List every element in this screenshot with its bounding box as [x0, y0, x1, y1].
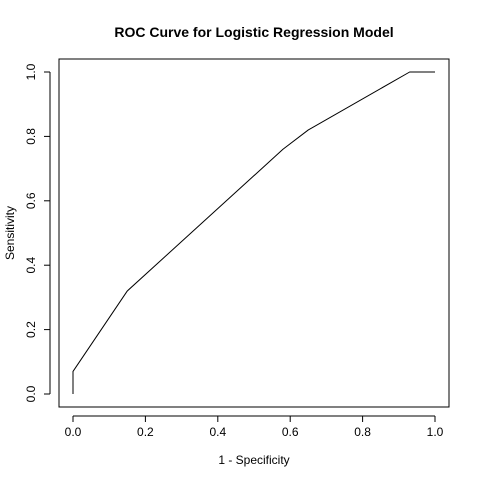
y-axis: 0.0 0.2 0.4 0.6 0.8 1.0	[24, 63, 51, 402]
y-tick-label: 0.0	[24, 385, 38, 402]
y-tick-label: 1.0	[24, 63, 38, 80]
y-tick-label: 0.4	[24, 257, 38, 274]
x-axis: 0.0 0.2 0.4 0.6 0.8 1.0	[65, 415, 444, 439]
plot-frame	[58, 58, 450, 408]
x-tick-label: 0.8	[354, 425, 371, 439]
x-axis-label: 1 - Specificity	[218, 453, 289, 467]
chart-title: ROC Curve for Logistic Regression Model	[114, 24, 393, 40]
x-tick-label: 0.6	[282, 425, 299, 439]
y-tick-label: 0.8	[24, 128, 38, 145]
x-tick-label: 0.4	[209, 425, 226, 439]
y-tick-label: 0.2	[24, 321, 38, 338]
x-tick-label: 0.0	[65, 425, 82, 439]
series-layer	[72, 71, 435, 394]
y-tick-label: 0.6	[24, 192, 38, 209]
x-tick-label: 1.0	[427, 425, 444, 439]
x-tick-label: 0.2	[137, 425, 154, 439]
y-axis-label: Sensitivity	[3, 206, 17, 260]
roc-curve-line	[72, 71, 435, 394]
